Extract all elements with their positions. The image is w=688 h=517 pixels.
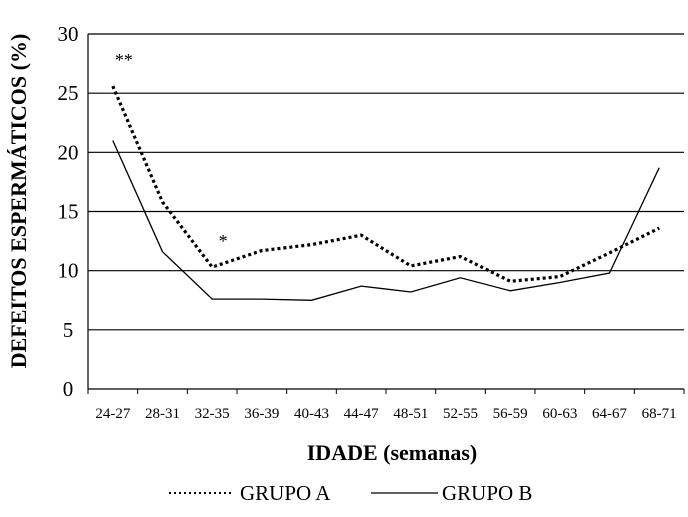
legend-label-grupo-a: GRUPO A: [240, 481, 331, 505]
series-line-grupo-a: [113, 86, 659, 281]
y-tick-label-10: 10: [58, 259, 79, 283]
significance-marker: *: [219, 231, 228, 251]
x-tick-label-28-31: 28-31: [145, 406, 180, 422]
x-tick-label-60-63: 60-63: [542, 406, 577, 422]
y-tick-label-25: 25: [58, 81, 79, 105]
x-tick-label-52-55: 52-55: [443, 406, 478, 422]
y-axis-title: DEFEITOS ESPERMÁTICOS (%): [6, 34, 31, 369]
legend: GRUPO A GRUPO B: [169, 481, 532, 505]
x-tick-label-44-47: 44-47: [344, 406, 379, 422]
x-tick-label-40-43: 40-43: [294, 406, 329, 422]
significance-marker: **: [115, 50, 133, 70]
y-tick-label-5: 5: [63, 318, 74, 342]
y-tick-label-0: 0: [63, 377, 74, 401]
x-tick-label-68-71: 68-71: [642, 406, 677, 422]
legend-label-grupo-b: GRUPO B: [442, 481, 532, 505]
x-tick-label-36-39: 36-39: [244, 406, 279, 422]
x-axis-title: IDADE (semanas): [307, 440, 478, 465]
x-tick-label-48-51: 48-51: [393, 406, 428, 422]
y-tick-label-20: 20: [58, 140, 79, 164]
y-tick-label-30: 30: [58, 22, 79, 46]
x-tick-label-64-67: 64-67: [592, 406, 627, 422]
x-tick-label-24-27: 24-27: [95, 406, 130, 422]
series-line-grupo-b: [113, 141, 659, 301]
x-tick-label-32-35: 32-35: [195, 406, 230, 422]
annotations: ***: [115, 50, 228, 251]
series-lines: [113, 86, 660, 300]
x-tick-labels: 24-27 28-31 32-35 36-39 40-43 44-47 48-51 52-55…: [95, 406, 676, 422]
x-tick-label-56-59: 56-59: [493, 406, 528, 422]
gridlines: [88, 34, 684, 330]
axes: [88, 34, 684, 394]
y-tick-labels: 0 5 10 15 20 25 30: [58, 22, 79, 401]
y-tick-label-15: 15: [58, 200, 79, 224]
